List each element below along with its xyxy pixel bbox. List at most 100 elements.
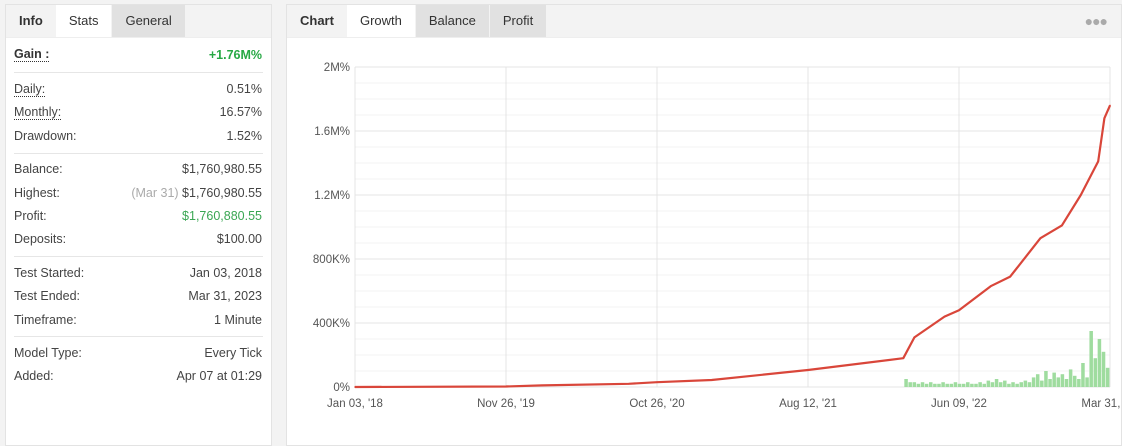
test-group: Test Started: Jan 03, 2018 Test Ended: Mar… — [14, 257, 263, 338]
volume-bar — [916, 383, 921, 387]
gain-label[interactable]: Gain : — [14, 47, 50, 63]
volume-bar — [1007, 383, 1011, 387]
tab-general[interactable]: General — [112, 5, 185, 37]
volume-bar — [949, 383, 954, 387]
volume-bar — [986, 380, 991, 387]
daily-label[interactable]: Daily: — [14, 81, 46, 97]
balance-value: $1,760,980.55 — [182, 162, 262, 177]
x-tick-label: Nov 26, '19 — [477, 398, 535, 410]
gain-value: +1.76M% — [208, 47, 262, 62]
model-group: Model Type: Every Tick Added: Apr 07 at 01… — [14, 337, 263, 393]
deposits-label: Deposits: — [14, 232, 67, 247]
volume-bar — [978, 382, 982, 387]
volume-bar — [1072, 375, 1077, 387]
y-tick-label: 1.2M% — [314, 190, 350, 202]
volume-bar — [990, 382, 995, 387]
monthly-label[interactable]: Monthly: — [14, 104, 62, 120]
volume-bar — [904, 379, 908, 387]
profit-row: Profit: $1,760,880.55 — [14, 204, 263, 227]
ellipsis-icon[interactable]: ●●● — [1084, 13, 1108, 29]
volume-bar — [1003, 380, 1007, 387]
x-tick-label: Jun 09, '22 — [931, 398, 987, 410]
x-tick-label: Oct 26, '20 — [629, 398, 684, 410]
volume-bar — [1040, 380, 1044, 387]
growth-point — [1039, 237, 1042, 239]
volume-bar — [1019, 382, 1024, 387]
highest-value: $1,760,980.55 — [182, 185, 262, 200]
volume-bar — [1101, 351, 1106, 387]
growth-point — [1097, 160, 1100, 163]
tab-balance[interactable]: Balance — [415, 5, 489, 37]
stats-tabs: Info Stats General — [6, 5, 271, 38]
y-tick-label: 0% — [333, 382, 350, 394]
added-value: Apr 07 at 01:29 — [176, 369, 262, 384]
highest-date: (Mar 31) — [131, 185, 179, 200]
volume-bar — [1031, 377, 1036, 387]
volume-bar — [982, 383, 986, 387]
volume-bar — [1085, 377, 1089, 387]
volume-bar — [1056, 377, 1061, 387]
growth-point — [989, 285, 992, 287]
rates-group: Daily: 0.51% Monthly: 16.57% Drawdown: 1.52… — [14, 73, 263, 154]
test-ended-value: Mar 31, 2023 — [188, 289, 262, 304]
volume-bar — [920, 382, 925, 387]
deposits-value: $100.00 — [216, 232, 262, 247]
x-tick-label: Mar 31, '23 — [1081, 398, 1121, 410]
highest-row: Highest: (Mar 31) $1,760,980.55 — [14, 181, 263, 204]
volume-bar — [994, 379, 999, 387]
model-type-row: Model Type: Every Tick — [14, 341, 263, 364]
test-started-value: Jan 03, 2018 — [189, 265, 262, 280]
added-label: Added: — [14, 369, 54, 384]
volume-bar — [1093, 358, 1098, 387]
daily-row: Daily: 0.51% — [14, 77, 263, 100]
growth-point — [505, 385, 507, 388]
test-ended-row: Test Ended: Mar 31, 2023 — [14, 285, 263, 308]
chart-panel: Chart Growth Balance Profit ●●● 0% 400K% 8… — [286, 4, 1122, 446]
y-tick-label: 800K% — [313, 254, 350, 266]
volume-bar — [1068, 369, 1073, 387]
volume-bar — [1077, 379, 1081, 387]
volume-bar — [1052, 372, 1056, 387]
timeframe-row: Timeframe: 1 Minute — [14, 308, 263, 331]
volume-bar — [953, 382, 958, 387]
profit-value: $1,760,880.55 — [182, 209, 262, 224]
added-row: Added: Apr 07 at 01:29 — [14, 365, 263, 388]
y-tick-label: 400K% — [313, 318, 350, 330]
growth-point — [1103, 117, 1106, 119]
growth-chart: 0% 400K% 800K% 1.2M% 1.6M% 2M% Jan 03, '18 Nov … — [313, 62, 1121, 410]
volume-bar — [912, 382, 917, 387]
growth-point — [656, 381, 658, 384]
growth-point — [807, 369, 809, 371]
balance-group: Balance: $1,760,980.55 Highest: (Mar 31) $… — [14, 154, 263, 258]
tab-growth[interactable]: Growth — [346, 5, 415, 37]
growth-point — [354, 386, 356, 388]
monthly-value: 16.57% — [219, 105, 262, 120]
model-type-value: Every Tick — [204, 345, 262, 360]
growth-point — [943, 315, 946, 318]
volume-bar — [1027, 382, 1032, 387]
drawdown-value: 1.52% — [226, 128, 262, 143]
y-tick-label: 2M% — [324, 62, 350, 74]
balance-row: Balance: $1,760,980.55 — [14, 158, 263, 181]
drawdown-row: Drawdown: 1.52% — [14, 124, 263, 147]
growth-point — [627, 383, 630, 385]
tab-stats[interactable]: Stats — [55, 5, 112, 37]
volume-bar — [998, 382, 1003, 387]
balance-label: Balance: — [14, 162, 63, 177]
growth-point — [902, 357, 905, 360]
tab-info[interactable]: Info — [19, 13, 43, 28]
x-tick-label: Jan 03, '18 — [327, 398, 383, 410]
growth-point — [913, 336, 916, 339]
volume-bar — [929, 382, 933, 387]
tab-chart[interactable]: Chart — [300, 13, 334, 28]
volume-bar — [1089, 331, 1093, 387]
growth-line — [354, 104, 1112, 389]
profit-label: Profit: — [14, 209, 47, 224]
daily-value: 0.51% — [226, 82, 262, 97]
tab-profit[interactable]: Profit — [489, 5, 547, 37]
test-started-label: Test Started: — [14, 265, 85, 280]
volume-bar — [1097, 339, 1102, 387]
volume-bar — [1081, 363, 1085, 387]
volume-bar — [1011, 382, 1015, 387]
volume-bar — [966, 382, 970, 387]
